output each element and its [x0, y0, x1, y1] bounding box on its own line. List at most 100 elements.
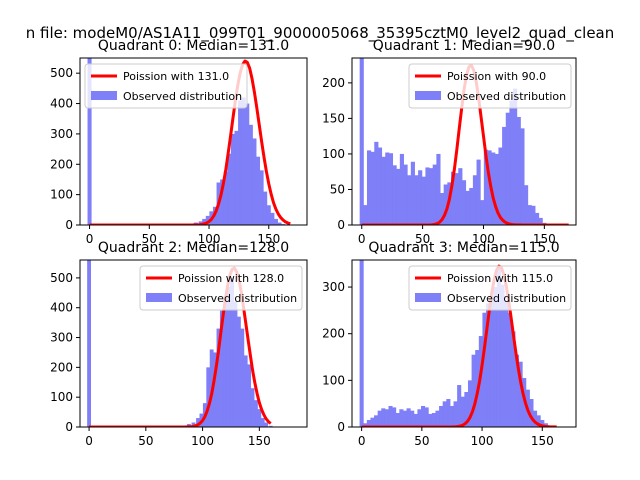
- y-tick-label: 300: [50, 127, 73, 141]
- legend-label-observed: Observed distribution: [123, 90, 242, 103]
- histogram-bar: [206, 367, 211, 427]
- histogram-bar: [458, 168, 463, 225]
- histogram-bar: [370, 417, 375, 427]
- histogram-bar: [516, 116, 521, 225]
- histogram-bar: [439, 406, 444, 427]
- histogram-bar: [403, 164, 408, 225]
- histogram-bar: [504, 301, 509, 427]
- histogram-bar: [247, 364, 252, 427]
- histogram-bar: [540, 420, 545, 427]
- histogram-bar: [472, 175, 478, 225]
- histogram-bar: [414, 175, 419, 225]
- histogram-bar: [469, 188, 474, 225]
- histogram-bar: [491, 152, 496, 225]
- histogram-bar: [453, 401, 458, 427]
- legend-bar-swatch: [415, 293, 441, 302]
- histogram-bar: [252, 138, 257, 225]
- y-tick-label: 200: [50, 157, 73, 171]
- legend-box: [84, 63, 248, 109]
- histogram-bar: [513, 88, 518, 225]
- histogram-bar: [529, 399, 534, 427]
- histogram-bar: [388, 153, 394, 225]
- histogram-bar: [230, 133, 235, 225]
- legend-bar-swatch: [146, 293, 172, 302]
- histogram-bar: [421, 176, 426, 225]
- histogram-bar: [388, 406, 393, 427]
- histogram-bar: [417, 409, 422, 427]
- histogram-bar: [374, 415, 379, 427]
- y-tick-label: 200: [50, 360, 73, 374]
- y-tick-label: 50: [330, 182, 345, 196]
- y-tick-label: 0: [337, 218, 345, 232]
- histogram-bar: [432, 164, 437, 225]
- histogram-bar: [527, 205, 532, 225]
- histogram-bar: [425, 167, 430, 225]
- quadrant-0-panel: 0 50 100 150 0 100 200 300 400 500 Quadrant 0: Med…: [50, 38, 308, 246]
- histogram-bar: [363, 205, 368, 225]
- histogram-bar: [255, 156, 261, 225]
- y-tick-label: 300: [50, 331, 73, 345]
- histogram-bar: [531, 205, 536, 225]
- x-tick-label: 100: [472, 232, 495, 246]
- legend-box: [408, 265, 572, 311]
- histogram-bar: [377, 410, 382, 427]
- histogram-bar: [442, 401, 447, 427]
- histogram-bar: [410, 410, 415, 427]
- histogram-bar: [465, 190, 470, 225]
- legend: Poission with 131.0 Observed distribution: [84, 63, 248, 109]
- y-tick-label: 200: [322, 76, 345, 90]
- x-tick-label: 50: [415, 232, 430, 246]
- legend-label-observed: Observed distribution: [178, 292, 297, 305]
- histogram-bar: [248, 124, 253, 225]
- histogram-bar: [374, 141, 379, 225]
- histogram-bar: [480, 200, 485, 225]
- histogram-bar: [395, 413, 400, 427]
- x-tick-label: 150: [257, 232, 280, 246]
- histogram-bar: [496, 266, 501, 427]
- x-tick-label: 100: [198, 232, 221, 246]
- histogram-bar: [410, 161, 415, 225]
- histogram-bar: [435, 410, 440, 427]
- histogram-bar: [377, 147, 383, 225]
- histogram-bar: [538, 217, 543, 225]
- x-tick-label: 50: [414, 434, 429, 448]
- x-tick-label: 50: [138, 434, 153, 448]
- histogram-bar: [449, 406, 455, 427]
- x-tick-label: 150: [531, 434, 554, 448]
- histogram-bar: [524, 185, 529, 225]
- histogram-bar: [476, 159, 481, 225]
- histogram-bar: [457, 385, 462, 427]
- histogram-bar: [407, 175, 412, 225]
- histogram-bar: [260, 418, 265, 427]
- histogram-bar: [245, 103, 250, 225]
- histogram-bar: [238, 100, 243, 225]
- histogram-bar: [233, 301, 238, 427]
- histogram-bar: [270, 212, 275, 225]
- y-tick-label: 150: [322, 111, 345, 125]
- histogram-bar: [424, 407, 429, 427]
- histogram-bar: [520, 128, 525, 225]
- histogram-bar: [498, 147, 503, 225]
- quadrant-1-panel: 0 50 100 150 0 50 100 150 200 Quadrant 1: Median=…: [322, 38, 577, 246]
- histogram-bar: [230, 277, 235, 427]
- histogram-bar: [440, 193, 445, 225]
- legend-label-poisson: Poission with 90.0: [447, 70, 546, 83]
- histogram-bar: [240, 328, 245, 427]
- histogram-bar: [454, 173, 459, 225]
- histogram-bar: [257, 409, 262, 427]
- histogram-bar: [471, 354, 476, 427]
- histogram-bar: [381, 156, 386, 225]
- histogram-bar: [87, 260, 92, 427]
- legend: Poission with 90.0 Observed distribution: [408, 63, 572, 109]
- histogram-bar: [263, 191, 268, 225]
- histogram-bar: [266, 205, 271, 225]
- histogram-bar: [507, 312, 512, 427]
- histogram-bar: [273, 218, 278, 225]
- histogram-bar: [223, 171, 228, 225]
- histogram-bar: [264, 422, 269, 427]
- panel-title: Quadrant 1: Median=90.0: [373, 38, 555, 54]
- y-tick-label: 100: [50, 188, 73, 202]
- axes-frame: [351, 57, 577, 226]
